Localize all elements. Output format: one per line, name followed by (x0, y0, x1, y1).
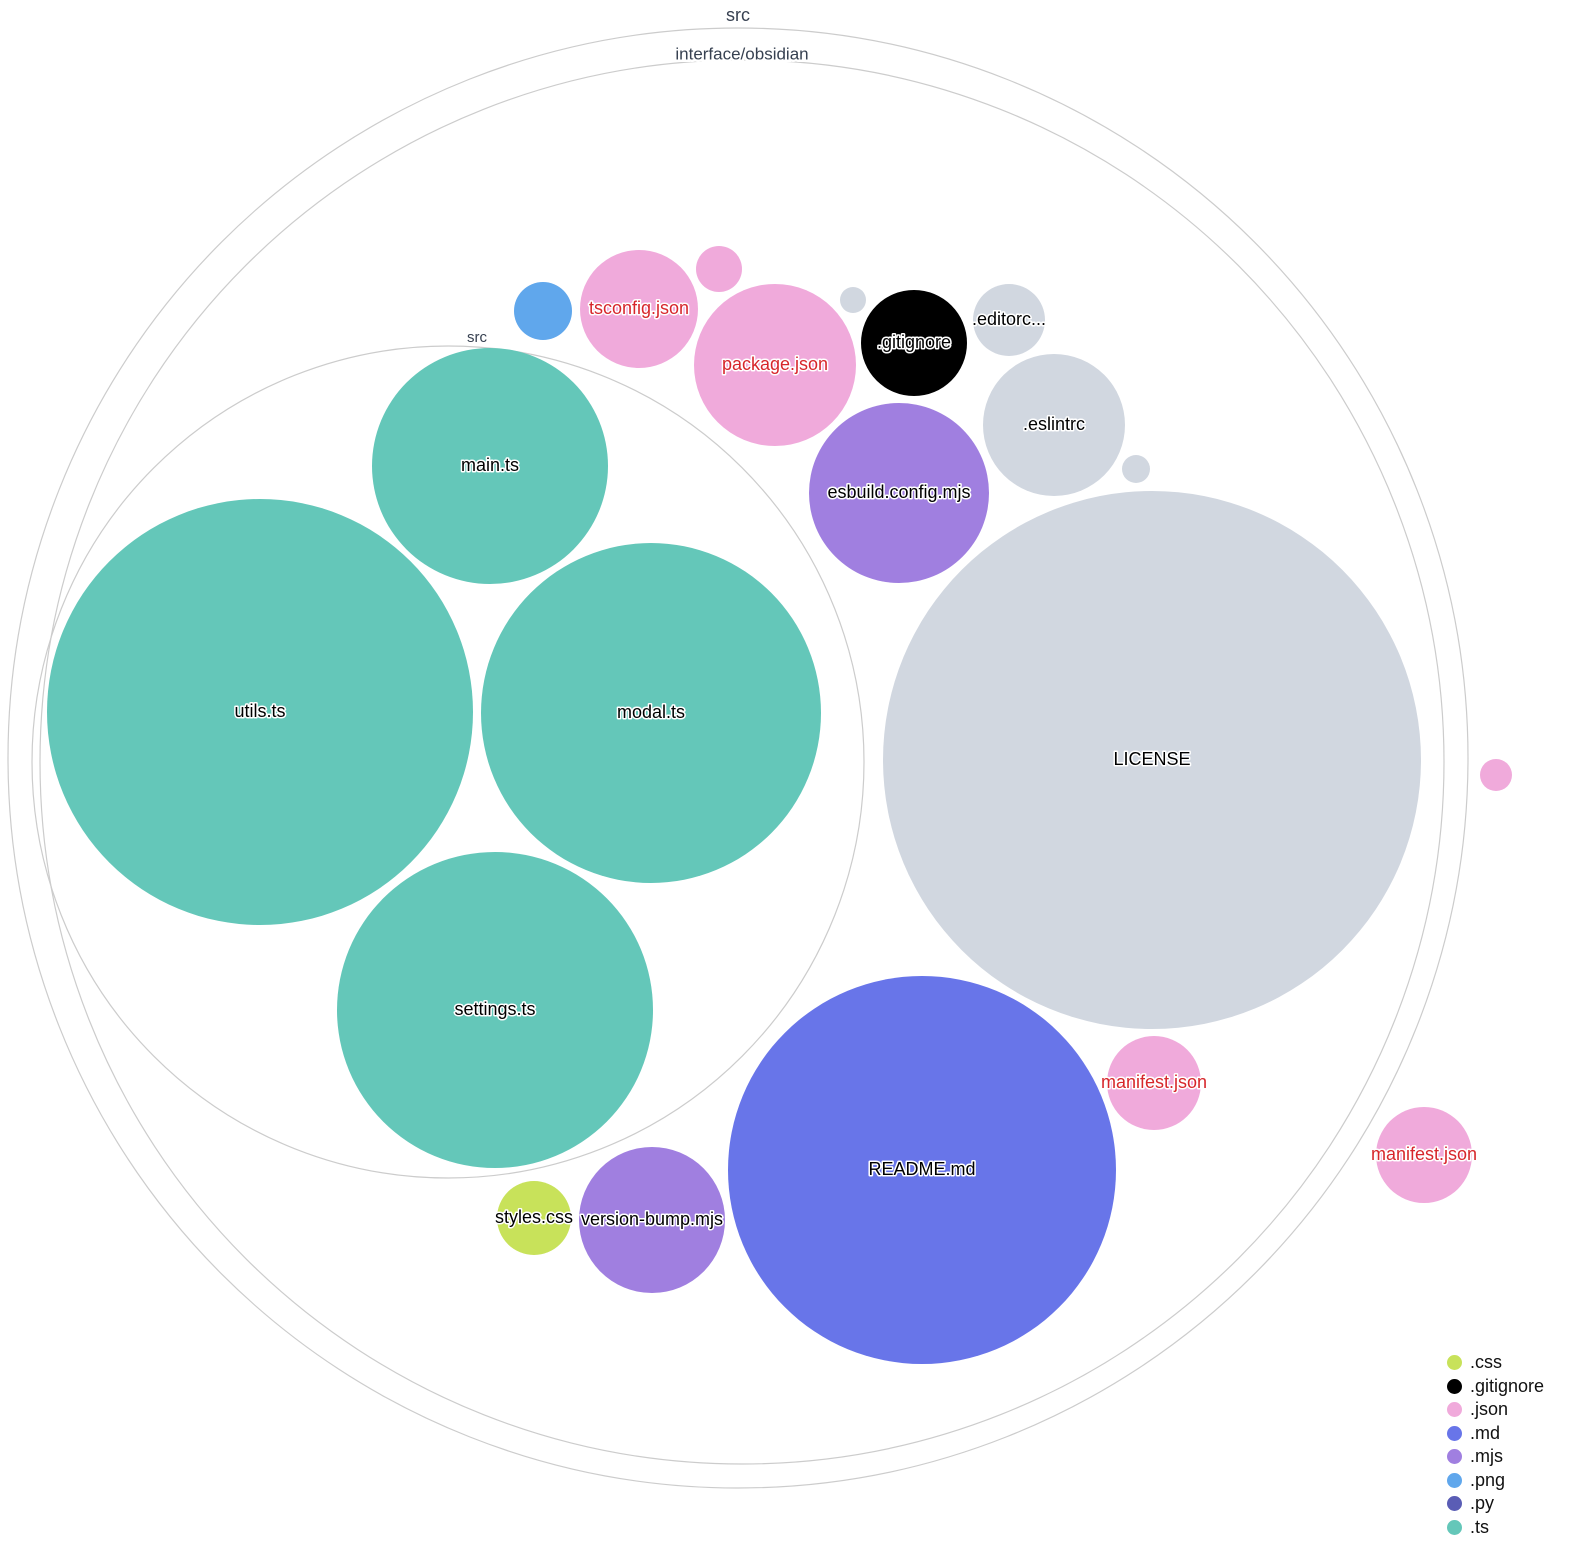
file-label: .eslintrc (1023, 414, 1085, 434)
file-label: manifest.json (1101, 1072, 1207, 1092)
file-label: manifest.json (1371, 1144, 1477, 1164)
legend-swatch (1447, 1449, 1462, 1465)
file-label: utils.ts (234, 701, 285, 721)
file-label: main.ts (461, 455, 519, 475)
legend-label: .mjs (1470, 1446, 1503, 1467)
legend-label: .ts (1470, 1516, 1490, 1537)
legend-item: .json (1447, 1398, 1544, 1422)
legend-swatch (1447, 1355, 1462, 1371)
file-label: settings.ts (454, 999, 535, 1019)
file-label: .gitignore (877, 332, 951, 352)
legend: .css .gitignore .json .md .mjs .png .py .ts (1447, 1351, 1544, 1539)
legend-item: .py (1447, 1492, 1544, 1516)
file-circle[interactable] (514, 282, 572, 340)
file-circle[interactable] (579, 1147, 725, 1293)
file-circle[interactable] (497, 1181, 571, 1255)
file-circle[interactable] (1122, 455, 1150, 483)
folder-circle[interactable] (31, 345, 865, 1179)
file-label: styles.css (495, 1207, 573, 1227)
legend-swatch (1447, 1425, 1462, 1441)
file-circle[interactable] (861, 290, 967, 396)
file-circle[interactable] (481, 543, 821, 883)
folder-label: src (726, 5, 750, 25)
legend-label: .gitignore (1470, 1375, 1545, 1396)
legend-swatch (1447, 1378, 1462, 1394)
file-circle[interactable] (696, 246, 742, 292)
legend-item: .gitignore (1447, 1375, 1544, 1399)
legend-label: .css (1470, 1352, 1503, 1373)
legend-label: .py (1470, 1493, 1495, 1514)
file-label: esbuild.config.mjs (827, 482, 970, 502)
legend-item: .ts (1447, 1516, 1544, 1540)
file-circle[interactable] (580, 250, 698, 368)
legend-item: .md (1447, 1422, 1544, 1446)
file-circle[interactable] (983, 354, 1125, 496)
folder-circle[interactable] (7, 27, 1469, 1489)
file-label: version-bump.mjs (581, 1209, 723, 1229)
legend-label: .md (1470, 1422, 1501, 1443)
file-circle[interactable] (840, 287, 866, 313)
folder-circle[interactable] (39, 59, 1445, 1465)
legend-swatch (1447, 1472, 1462, 1488)
file-circle[interactable] (372, 348, 608, 584)
legend-item: .css (1447, 1351, 1544, 1375)
file-circle[interactable] (1107, 1036, 1201, 1130)
file-circle[interactable] (694, 284, 856, 446)
legend-label: .png (1470, 1469, 1506, 1490)
file-label: tsconfig.json (589, 298, 689, 318)
file-circle[interactable] (973, 284, 1045, 356)
file-label: package.json (722, 354, 828, 374)
file-label: modal.ts (617, 702, 685, 722)
legend-label: .json (1470, 1399, 1509, 1420)
file-circle[interactable] (809, 403, 989, 583)
folder-label: interface/obsidian (675, 44, 808, 63)
legend-swatch (1447, 1496, 1462, 1512)
file-circle[interactable] (337, 852, 653, 1168)
folder-label: src (467, 329, 487, 346)
file-label: README.md (868, 1159, 975, 1179)
legend-swatch (1447, 1402, 1462, 1418)
file-label: LICENSE (1113, 749, 1190, 769)
legend-swatch (1447, 1519, 1462, 1535)
legend-item: .mjs (1447, 1445, 1544, 1469)
file-circle[interactable] (883, 491, 1421, 1029)
legend-item: .png (1447, 1469, 1544, 1493)
file-label: .editorc... (972, 309, 1046, 329)
file-circle[interactable] (47, 499, 473, 925)
file-circle[interactable] (1480, 759, 1512, 791)
file-circle[interactable] (1376, 1107, 1472, 1203)
file-circle[interactable] (728, 976, 1116, 1364)
